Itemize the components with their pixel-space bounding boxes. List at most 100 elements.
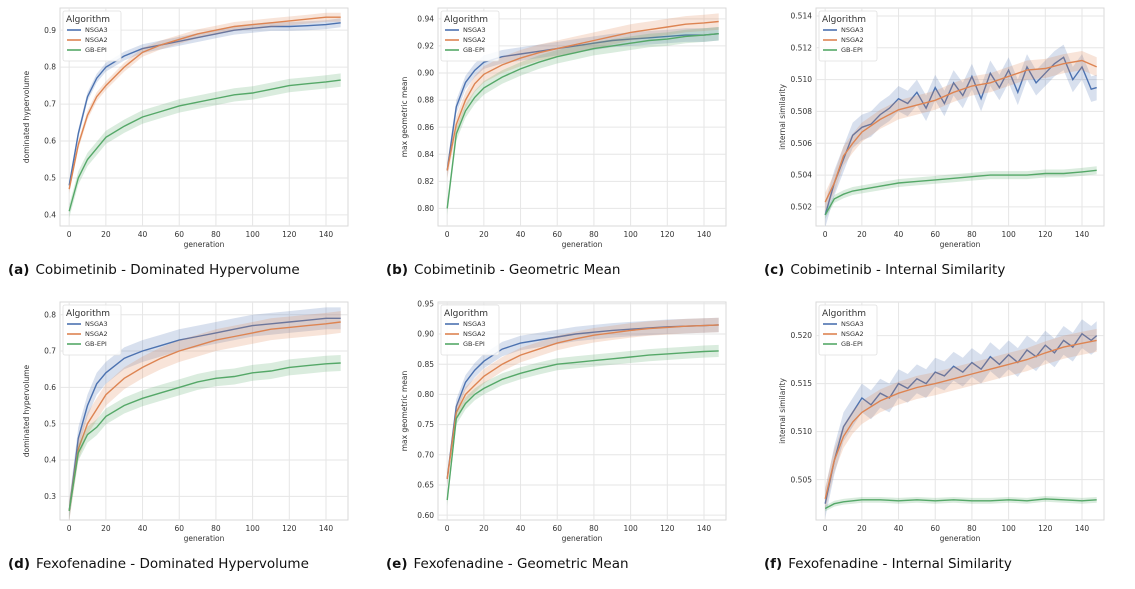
- x-tick-label: 60: [174, 524, 184, 533]
- legend-entry: NSGA3: [841, 26, 864, 34]
- confidence-band: [69, 311, 341, 520]
- legend-entry: NSGA3: [463, 26, 486, 34]
- x-axis-label: generation: [184, 240, 225, 249]
- y-tick-label: 0.60: [417, 511, 434, 520]
- x-tick-label: 40: [516, 524, 526, 533]
- legend-entry: NSGA2: [463, 330, 486, 338]
- y-tick-label: 0.508: [791, 107, 813, 116]
- y-tick-label: 0.86: [417, 123, 434, 132]
- y-tick-label: 0.504: [791, 171, 813, 180]
- y-tick-label: 0.85: [417, 360, 434, 369]
- x-tick-label: 120: [282, 230, 297, 239]
- legend-box: [818, 10, 878, 62]
- x-tick-label: 60: [930, 230, 940, 239]
- y-tick-label: 0.8: [44, 63, 56, 72]
- legend-entry: NSGA3: [85, 320, 108, 328]
- confidence-band: [447, 13, 719, 179]
- series-group: [68, 12, 341, 218]
- x-tick-label: 40: [894, 230, 904, 239]
- x-tick-label: 140: [319, 524, 334, 533]
- chart-f: 0 20 40 60 80 100 120 140 0.505 0.510 0.515 0.520 ge…: [778, 301, 1105, 543]
- confidence-band: [825, 319, 1097, 519]
- x-tick-label: 20: [101, 230, 111, 239]
- confidence-band: [825, 166, 1097, 219]
- panel-a: 0 20 40 60 80 100 120 140 0.4 0.5 0.6 0.7 0.8 0.9 gene…: [0, 0, 378, 295]
- x-tick-label: 0: [823, 230, 828, 239]
- x-tick-label: 140: [1075, 524, 1090, 533]
- caption-e: (e) Fexofenadine - Geometric Mean: [386, 556, 629, 572]
- legend-title: Algorithm: [822, 15, 866, 25]
- y-axis-label: dominated hypervolume: [22, 71, 31, 164]
- y-tick-label: 0.80: [417, 390, 434, 399]
- x-tick-label: 60: [552, 230, 562, 239]
- x-tick-label: 20: [857, 230, 867, 239]
- x-tick-label: 60: [552, 524, 562, 533]
- y-tick-label: 0.506: [791, 139, 813, 148]
- panel-f: 0 20 40 60 80 100 120 140 0.505 0.510 0.515 0.520 ge…: [756, 294, 1134, 589]
- series-line: [824, 59, 1097, 203]
- y-tick-label: 0.5: [44, 174, 56, 183]
- series-line: [68, 321, 341, 512]
- y-tick-label: 0.520: [791, 331, 813, 340]
- y-tick-label: 0.502: [791, 203, 813, 212]
- series-group: [824, 319, 1098, 519]
- series-line: [68, 362, 341, 512]
- confidence-band: [69, 12, 341, 194]
- legend-title: Algorithm: [822, 309, 866, 319]
- x-tick-label: 120: [1038, 230, 1053, 239]
- y-tick-label: 0.7: [44, 100, 56, 109]
- y-tick-label: 0.84: [417, 150, 434, 159]
- confidence-band: [825, 328, 1097, 511]
- y-tick-label: 0.6: [44, 383, 56, 392]
- caption-text: Cobimetinib - Internal Similarity: [790, 262, 1006, 278]
- legend-box: [818, 304, 878, 356]
- y-tick-label: 0.90: [417, 330, 434, 339]
- x-tick-label: 60: [174, 230, 184, 239]
- x-tick-label: 80: [211, 524, 221, 533]
- y-tick-label: 0.80: [417, 204, 434, 213]
- series-line: [68, 22, 341, 186]
- x-tick-label: 100: [623, 524, 638, 533]
- x-tick-label: 60: [930, 524, 940, 533]
- legend-entry: GB-EPI: [463, 340, 485, 348]
- chart-c: 0 20 40 60 80 100 120 140 0.502 0.504 0.506 0.508 0.…: [778, 7, 1105, 249]
- confidence-band: [69, 73, 341, 218]
- y-tick-label: 0.5: [44, 419, 56, 428]
- y-tick-label: 0.88: [417, 96, 434, 105]
- x-tick-label: 20: [101, 524, 111, 533]
- panel-b: 0 20 40 60 80 100 120 140 0.80 0.82 0.84 0.86 0.88 0.…: [378, 0, 756, 295]
- y-tick-label: 0.505: [791, 475, 813, 484]
- y-tick-label: 0.510: [791, 75, 813, 84]
- confidence-band: [447, 317, 719, 487]
- chart-e: 0 20 40 60 80 100 120 140 0.60 0.65 0.70 0.75 0.80 0.…: [400, 299, 727, 543]
- y-tick-label: 0.512: [791, 43, 813, 52]
- x-tick-label: 100: [1001, 524, 1016, 533]
- series-line: [446, 324, 719, 479]
- y-tick-label: 0.515: [791, 379, 813, 388]
- y-tick-label: 0.92: [417, 42, 434, 51]
- x-tick-label: 40: [138, 230, 148, 239]
- x-tick-label: 0: [823, 524, 828, 533]
- y-tick-label: 0.6: [44, 137, 56, 146]
- legend-entry: GB-EPI: [85, 46, 107, 54]
- x-tick-label: 100: [623, 230, 638, 239]
- x-axis-label: generation: [562, 240, 603, 249]
- x-tick-label: 20: [479, 524, 489, 533]
- y-axis-label: internal similarity: [778, 378, 787, 444]
- caption-tag: (b): [386, 262, 409, 278]
- caption-tag: (a): [8, 262, 30, 278]
- chart-a: 0 20 40 60 80 100 120 140 0.4 0.5 0.6 0.7 0.8 0.9 gene…: [22, 7, 349, 249]
- x-tick-label: 140: [319, 230, 334, 239]
- y-tick-label: 0.9: [44, 26, 56, 35]
- panel-d: 0 20 40 60 80 100 120 140 0.3 0.4 0.5 0.6 0.7 0.8 gene…: [0, 294, 378, 589]
- caption-a: (a) Cobimetinib - Dominated Hypervolume: [8, 262, 300, 278]
- series-line: [68, 317, 341, 511]
- caption-tag: (d): [8, 556, 31, 572]
- legend-box: [440, 10, 500, 62]
- caption-text: Fexofenadine - Internal Similarity: [788, 556, 1012, 572]
- panel-e: 0 20 40 60 80 100 120 140 0.60 0.65 0.70 0.75 0.80 0.…: [378, 294, 756, 589]
- legend-entry: GB-EPI: [463, 46, 485, 54]
